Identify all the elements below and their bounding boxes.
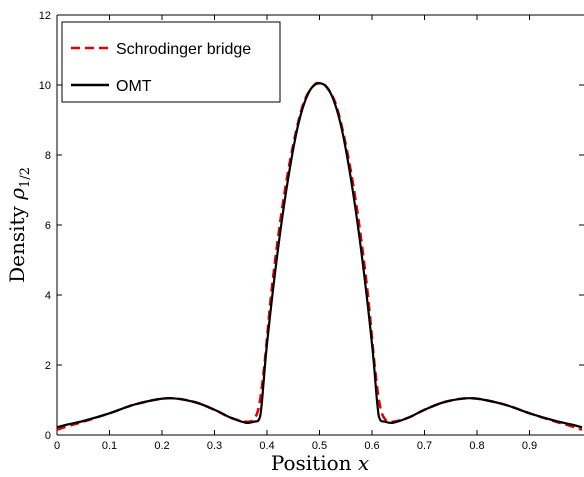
series-line-schrodinger-bridge: [57, 81, 583, 431]
x-tick-label: 0.2: [154, 440, 169, 452]
y-tick-label: 4: [45, 290, 51, 302]
x-tick-label: 0.1: [102, 440, 117, 452]
x-tick-label: 0.7: [417, 440, 432, 452]
y-tick-label: 0: [45, 430, 51, 442]
y-ticks: 0 2 4 6 8 10 12: [39, 10, 584, 442]
x-tick-label: 0: [54, 440, 60, 452]
series-layer: [57, 81, 583, 431]
y-axis-label: Density ρ1/2: [5, 167, 33, 283]
x-tick-label: 0.8: [469, 440, 484, 452]
x-tick-label: 0.3: [207, 440, 222, 452]
legend: Schrodinger bridge OMT: [61, 21, 281, 103]
x-axis-label: Position x: [271, 451, 369, 475]
y-tick-label: 6: [45, 220, 51, 232]
y-tick-label: 8: [45, 150, 51, 162]
legend-box: [61, 21, 281, 103]
y-tick-label: 2: [45, 360, 51, 372]
x-ticks: 0 0.1 0.2 0.3 0.4 0.5 0.6 0.7 0.8 0.9: [54, 15, 537, 452]
x-tick-label: 0.9: [522, 440, 537, 452]
series-line-omt: [57, 82, 583, 429]
y-tick-label: 12: [39, 10, 51, 22]
legend-label-omt: OMT: [116, 78, 152, 95]
x-tick-label: 0.6: [364, 440, 379, 452]
x-tick-label: 0.5: [312, 440, 327, 452]
legend-label-schrodinger: Schrodinger bridge: [116, 41, 251, 58]
y-tick-label: 10: [39, 80, 51, 92]
x-tick-label: 0.4: [259, 440, 274, 452]
